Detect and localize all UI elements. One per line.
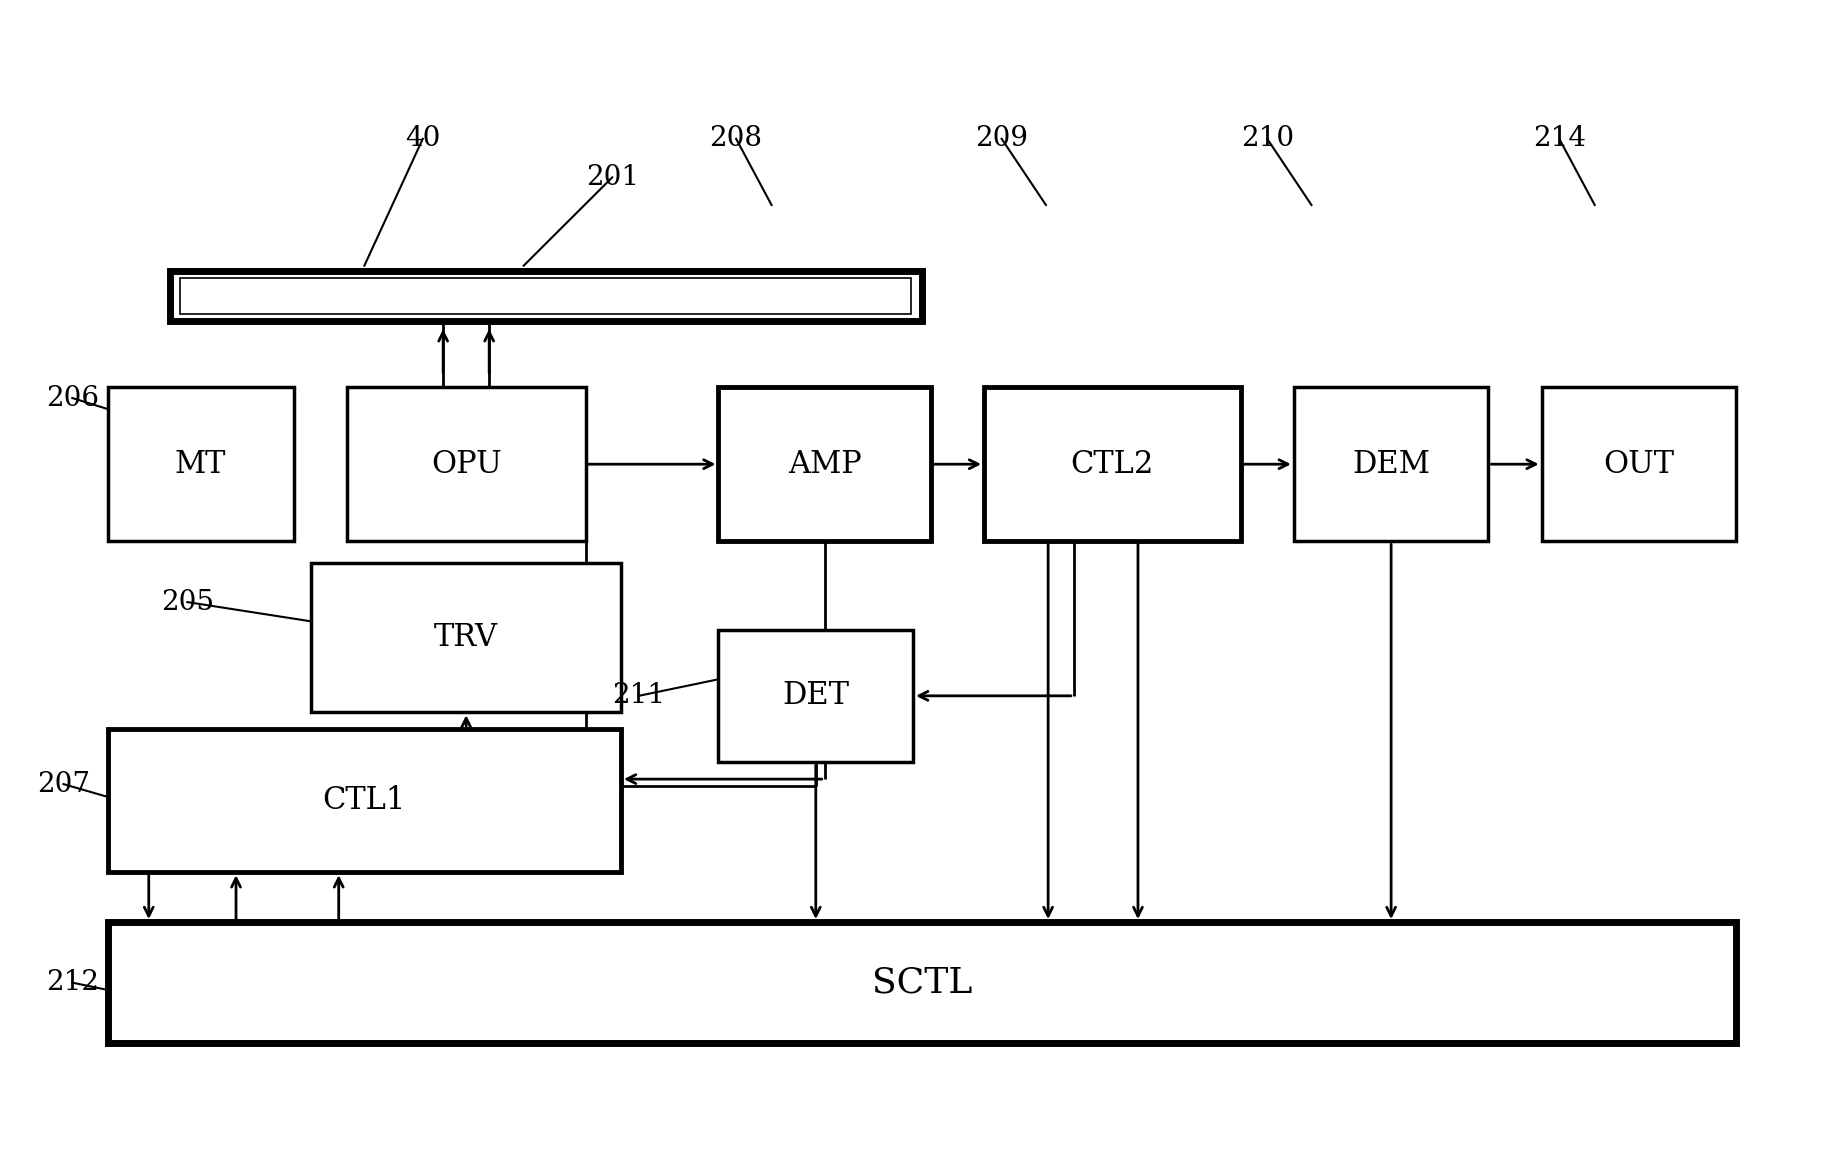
Bar: [107, 387, 293, 541]
Bar: [107, 728, 621, 872]
Text: DET: DET: [782, 680, 850, 711]
Text: CTL1: CTL1: [323, 785, 406, 816]
Bar: [1294, 387, 1488, 541]
Bar: [170, 271, 922, 321]
Text: 214: 214: [1532, 125, 1586, 153]
Text: 205: 205: [160, 588, 214, 616]
Text: MT: MT: [175, 449, 227, 479]
Text: 209: 209: [975, 125, 1029, 153]
Text: 208: 208: [710, 125, 763, 153]
Bar: [312, 563, 621, 712]
Text: 207: 207: [37, 771, 90, 797]
Text: 206: 206: [46, 385, 100, 411]
Text: 212: 212: [46, 969, 100, 996]
Text: 40: 40: [406, 125, 441, 153]
Text: 210: 210: [1241, 125, 1294, 153]
Text: OPU: OPU: [431, 449, 502, 479]
Text: OUT: OUT: [1604, 449, 1674, 479]
Text: CTL2: CTL2: [1071, 449, 1154, 479]
Text: TRV: TRV: [433, 623, 498, 654]
Text: 211: 211: [612, 683, 666, 709]
Bar: [985, 387, 1241, 541]
Text: 201: 201: [586, 164, 638, 191]
Bar: [719, 630, 913, 762]
Text: SCTL: SCTL: [872, 965, 972, 1000]
Bar: [719, 387, 931, 541]
Text: AMP: AMP: [787, 449, 861, 479]
Bar: [347, 387, 586, 541]
Text: DEM: DEM: [1352, 449, 1431, 479]
Bar: [181, 278, 911, 314]
Bar: [107, 921, 1737, 1043]
Bar: [1542, 387, 1737, 541]
